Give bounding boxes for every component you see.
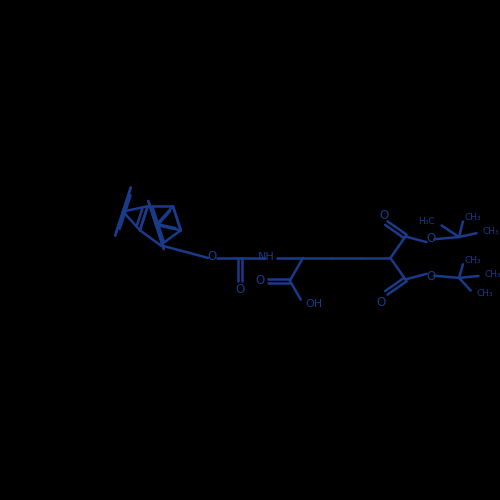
Text: O: O bbox=[208, 250, 216, 264]
Text: CH₃: CH₃ bbox=[476, 289, 493, 298]
Text: NH: NH bbox=[258, 252, 274, 262]
Text: O: O bbox=[236, 282, 245, 296]
Text: O: O bbox=[256, 274, 265, 287]
Text: CH₃: CH₃ bbox=[465, 213, 481, 222]
Text: CH₃: CH₃ bbox=[465, 256, 481, 265]
Text: O: O bbox=[377, 296, 386, 309]
Text: O: O bbox=[427, 232, 436, 244]
Text: O: O bbox=[380, 209, 389, 222]
Text: CH₃: CH₃ bbox=[482, 226, 499, 235]
Text: OH: OH bbox=[306, 300, 322, 310]
Text: CH₃: CH₃ bbox=[484, 270, 500, 278]
Text: O: O bbox=[427, 270, 436, 283]
Text: H₃C: H₃C bbox=[418, 217, 434, 226]
